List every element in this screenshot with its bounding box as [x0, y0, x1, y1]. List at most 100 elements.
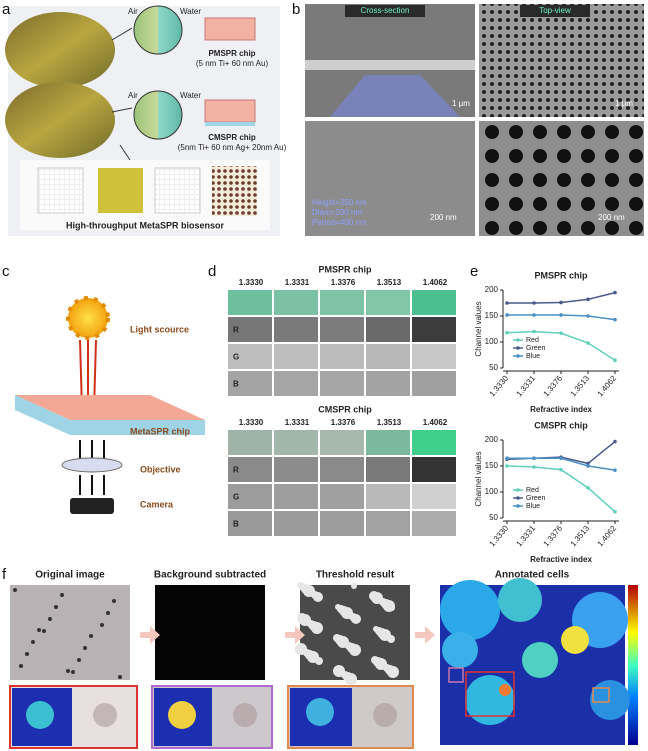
- cell-region: [440, 580, 500, 640]
- chip-name: PMSPR chip: [208, 49, 255, 58]
- panel-label: f: [2, 566, 7, 583]
- point: [505, 330, 509, 335]
- legend-label: Green: [526, 495, 546, 502]
- scale-bar: 1 μm: [615, 99, 633, 108]
- wafer: [5, 82, 115, 158]
- point: [586, 341, 590, 345]
- cell-speck: [31, 640, 35, 644]
- zoom-cell-bright: [93, 703, 117, 727]
- x-tick-label: 1.3376: [542, 523, 565, 548]
- zoom-cell: [306, 698, 334, 726]
- column-header: 1.3376: [331, 278, 356, 287]
- sem-highlight: [330, 75, 460, 117]
- cell: [320, 457, 364, 482]
- contact-angle-view: [133, 90, 183, 140]
- image-title: Threshold result: [316, 570, 395, 581]
- speckle: [389, 605, 395, 611]
- cell: [228, 430, 272, 455]
- cell: [366, 290, 410, 315]
- sem-surface: [305, 60, 475, 70]
- point: [586, 464, 590, 468]
- y-tick-label: 150: [485, 461, 499, 470]
- micrograph: [10, 585, 130, 680]
- row-label: B: [233, 380, 239, 389]
- cell: [228, 290, 272, 315]
- chip-icon: [204, 99, 256, 123]
- cell-speck: [83, 646, 87, 650]
- row-label: G: [233, 353, 239, 362]
- row-label: R: [233, 466, 239, 475]
- label-water: Water: [180, 7, 201, 16]
- y-tick-label: 100: [485, 337, 499, 346]
- chip-layer: [205, 122, 255, 126]
- x-axis-label: Refractive index: [530, 555, 592, 564]
- legend-label: Blue: [526, 353, 540, 360]
- spec: Period=400 nm: [312, 218, 367, 227]
- y-axis-label: Channel values: [474, 451, 483, 506]
- point: [613, 509, 617, 514]
- cell: [274, 290, 318, 315]
- x-tick-label: 1.4062: [596, 373, 619, 398]
- speckle: [311, 622, 323, 634]
- speckle: [387, 666, 399, 678]
- cell: [228, 484, 272, 509]
- cell-speck: [54, 605, 58, 609]
- column-header: 1.3376: [331, 418, 356, 427]
- block-title: CMSPR chip: [318, 404, 372, 414]
- point: [532, 465, 536, 469]
- substrate: [154, 167, 201, 214]
- legend-label: Red: [526, 487, 539, 494]
- x-tick-label: 1.3376: [542, 373, 565, 398]
- sem-image: [479, 4, 644, 117]
- cell: [412, 317, 456, 342]
- point: [559, 313, 563, 317]
- x-tick-label: 1.3513: [569, 523, 592, 548]
- cell: [366, 371, 410, 396]
- tag-text: Top-view: [539, 6, 571, 15]
- cell-speck: [112, 599, 116, 603]
- chip-spec: (5nm Ti+ 60 nm Ag+ 20nm Au): [178, 143, 287, 152]
- cell: [366, 484, 410, 509]
- y-tick-label: 200: [485, 435, 499, 444]
- point: [613, 468, 617, 472]
- cell: [228, 457, 272, 482]
- cell-speck: [89, 634, 93, 638]
- legend-marker: [516, 354, 520, 358]
- y-tick-label: 150: [485, 311, 499, 320]
- cell: [228, 511, 272, 536]
- cell-region: [498, 578, 542, 622]
- cell: [228, 344, 272, 369]
- column-header: 1.4062: [423, 418, 448, 427]
- cell: [320, 430, 364, 455]
- cell: [320, 290, 364, 315]
- cell: [228, 317, 272, 342]
- point: [586, 314, 590, 318]
- speckle: [345, 673, 357, 685]
- label: Light scource: [130, 324, 189, 334]
- colorbar: [628, 585, 638, 745]
- speckle: [315, 657, 323, 665]
- y-tick-label: 50: [489, 513, 498, 522]
- row-label: G: [233, 493, 239, 502]
- series-line: [506, 440, 616, 465]
- block-title: PMSPR chip: [318, 264, 372, 274]
- cell: [412, 457, 456, 482]
- point: [532, 456, 536, 461]
- film: [98, 168, 143, 213]
- cell: [366, 457, 410, 482]
- zoom-cell-bright: [233, 703, 257, 727]
- cell: [320, 511, 364, 536]
- speckle: [351, 583, 357, 589]
- speckle: [349, 644, 361, 656]
- point: [613, 358, 617, 363]
- sem-image: [305, 121, 475, 236]
- legend-label: Red: [526, 337, 539, 344]
- panel-f: f Original image Background subtracted Thr…: [2, 566, 638, 749]
- x-tick-label: 1.3331: [515, 373, 538, 398]
- cell-region: [499, 684, 511, 696]
- point: [559, 456, 563, 461]
- speckle: [351, 614, 361, 624]
- cell-speck: [60, 593, 64, 597]
- image-title: Original image: [35, 570, 105, 581]
